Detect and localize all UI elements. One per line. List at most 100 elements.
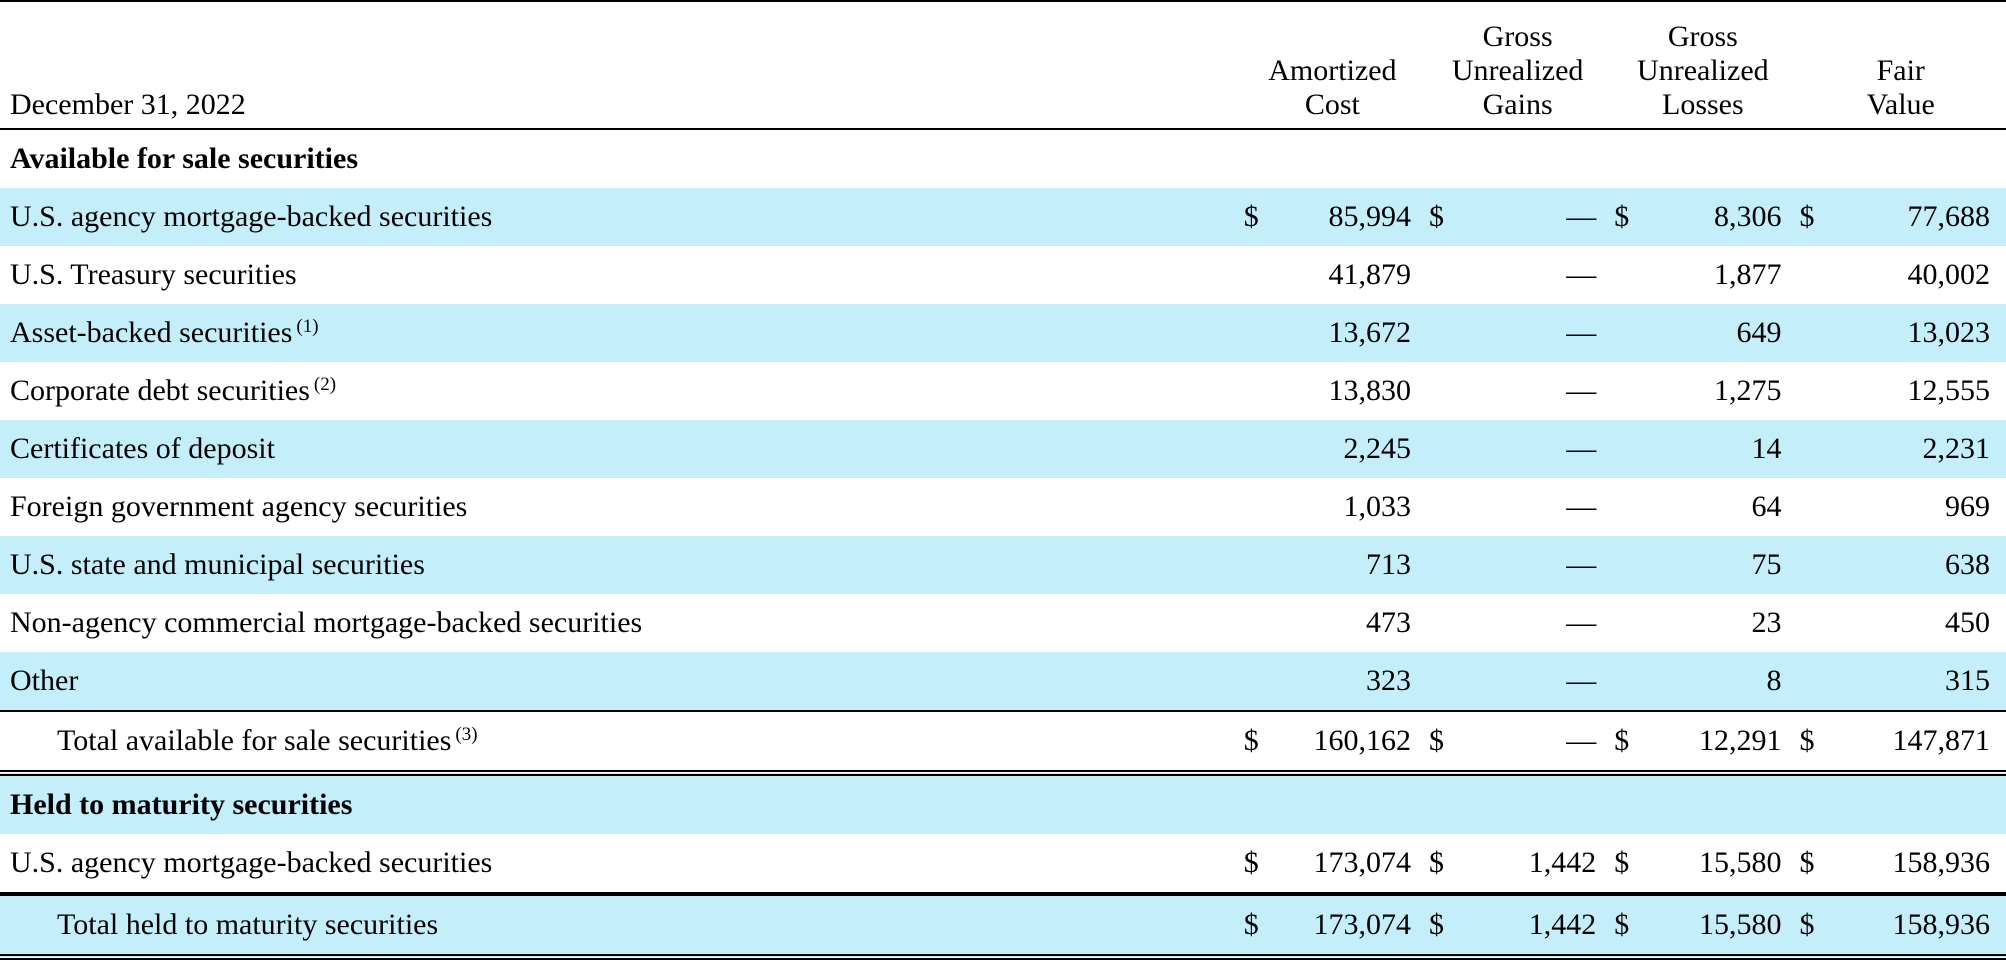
gross-gains-cell: — (1467, 188, 1611, 246)
amortized-cost-header: Amortized Cost (1239, 1, 1426, 130)
amortized-cost-cell: 713 (1281, 536, 1426, 594)
gross-gains-cell: — (1467, 420, 1611, 478)
table-row: U.S. Treasury securities 41,879 — 1,877 … (0, 246, 2006, 304)
amortized-cost-cell: 13,830 (1328, 374, 1412, 407)
header-line: Amortized (1268, 54, 1397, 87)
fair-value-cell: 147,871 (1837, 710, 2006, 776)
fair-value-cell: 12,555 (1907, 374, 1991, 407)
fair-value-cell: 638 (1837, 536, 2006, 594)
amortized-cost-cell: 41,879 (1328, 258, 1412, 291)
fair-value-cell: 450 (1945, 606, 1990, 639)
currency-symbol: $ (1243, 846, 1259, 879)
currency-symbol: $ (1795, 710, 1838, 776)
row-label: Corporate debt securities (2) (0, 362, 1240, 420)
currency-symbol: $ (1795, 188, 1838, 246)
fair-value-cell: 40,002 (1907, 258, 1991, 291)
row-label-text: Corporate debt securities (10, 374, 310, 407)
afs-section-title: Available for sale securities (10, 142, 358, 175)
table-row: U.S. state and municipal securities 713 … (0, 536, 2006, 594)
gross-gains-cell: — (1467, 304, 1611, 362)
amortized-cost-cell: 173,074 (1313, 846, 1412, 879)
header-line: Cost (1304, 88, 1360, 121)
currency-symbol: $ (1799, 846, 1815, 879)
fair-value-header: Fair Value (1795, 1, 2006, 130)
fair-value-cell: 158,936 (1837, 892, 2006, 960)
table-row: Corporate debt securities (2) 13,830 — 1,… (0, 362, 2006, 420)
header-line: Fair (1876, 54, 1925, 87)
currency-symbol: $ (1610, 710, 1653, 776)
gross-gains-cell: 1,442 (1528, 846, 1597, 879)
htm-total-row: Total held to maturity securities $ 173,… (0, 892, 2006, 960)
gross-gains-cell: — (1467, 536, 1611, 594)
gross-losses-cell: 8,306 (1652, 188, 1796, 246)
currency-symbol: $ (1425, 188, 1468, 246)
amortized-cost-cell: 160,162 (1281, 710, 1426, 776)
header-line: Unrealized (1637, 54, 1769, 87)
currency-symbol: $ (1239, 188, 1282, 246)
afs-total-row: Total available for sale securities (3) $… (0, 710, 2006, 776)
row-label: Non-agency commercial mortgage-backed se… (10, 606, 643, 639)
row-label: U.S. agency mortgage-backed securities (0, 188, 1240, 246)
gross-losses-cell: 15,580 (1652, 892, 1796, 960)
table-row: Asset-backed securities (1) 13,672 — 649 … (0, 304, 2006, 362)
gross-losses-cell: 23 (1751, 606, 1782, 639)
header-row: December 31, 2022 Amortized Cost Gross U… (0, 1, 2006, 130)
gross-gains-cell: — (1566, 258, 1597, 291)
htm-section-title: Held to maturity securities (0, 772, 2006, 834)
currency-symbol: $ (1795, 892, 1838, 960)
gross-losses-cell: 15,580 (1698, 846, 1782, 879)
row-label: Certificates of deposit (0, 420, 1240, 478)
footnote-marker: (2) (313, 374, 337, 395)
gross-gains-cell: — (1467, 652, 1611, 711)
row-label-text: Asset-backed securities (10, 316, 293, 349)
gross-losses-cell: 649 (1652, 304, 1796, 362)
gross-gains-cell: — (1467, 710, 1611, 776)
row-label: Asset-backed securities (1) (0, 304, 1240, 362)
gross-losses-cell: 1,275 (1713, 374, 1782, 407)
gross-unrealized-gains-header: Gross Unrealized Gains (1425, 1, 1611, 130)
currency-symbol: $ (1610, 188, 1653, 246)
amortized-cost-cell: 173,074 (1281, 892, 1426, 960)
fair-value-cell: 2,231 (1837, 420, 2006, 478)
amortized-cost-cell: 1,033 (1343, 490, 1412, 523)
gross-losses-cell: 12,291 (1652, 710, 1796, 776)
footnote-marker: (3) (455, 724, 478, 745)
section-header-row: Available for sale securities (0, 129, 2006, 188)
fair-value-cell: 969 (1945, 490, 1990, 523)
amortized-cost-cell: 2,245 (1281, 420, 1426, 478)
header-line: Losses (1662, 88, 1744, 121)
gross-losses-cell: 1,877 (1713, 258, 1782, 291)
row-label: Other (0, 652, 1240, 711)
currency-symbol: $ (1239, 892, 1282, 960)
header-line: Gross (1482, 20, 1553, 53)
row-label: U.S. agency mortgage-backed securities (10, 846, 493, 879)
gross-gains-cell: — (1566, 374, 1597, 407)
currency-symbol: $ (1429, 846, 1445, 879)
table-row: U.S. agency mortgage-backed securities $… (0, 834, 2006, 894)
total-label: Total held to maturity securities (0, 892, 1240, 960)
total-label: Total available for sale securities (3) (0, 710, 1240, 776)
row-label: Foreign government agency securities (10, 490, 468, 523)
currency-symbol: $ (1614, 846, 1630, 879)
fair-value-cell: 315 (1837, 652, 2006, 711)
table-row: Non-agency commercial mortgage-backed se… (0, 594, 2006, 652)
amortized-cost-cell: 323 (1281, 652, 1426, 711)
fair-value-cell: 77,688 (1837, 188, 2006, 246)
header-line: Gains (1482, 88, 1553, 121)
table-row: Certificates of deposit 2,245 — 14 2,231 (0, 420, 2006, 478)
gross-unrealized-losses-header: Gross Unrealized Losses (1610, 1, 1796, 130)
amortized-cost-cell: 85,994 (1281, 188, 1426, 246)
currency-symbol: $ (1425, 892, 1468, 960)
gross-gains-cell: — (1566, 490, 1597, 523)
fair-value-cell: 158,936 (1892, 846, 1991, 879)
header-line: Unrealized (1451, 54, 1584, 87)
fair-value-cell: 13,023 (1837, 304, 2006, 362)
gross-losses-cell: 75 (1652, 536, 1796, 594)
date-header: December 31, 2022 (0, 1, 1240, 130)
amortized-cost-cell: 13,672 (1281, 304, 1426, 362)
gross-losses-cell: 64 (1751, 490, 1782, 523)
row-label: U.S. state and municipal securities (0, 536, 1240, 594)
currency-symbol: $ (1239, 710, 1282, 776)
footnote-marker: (1) (296, 316, 319, 337)
